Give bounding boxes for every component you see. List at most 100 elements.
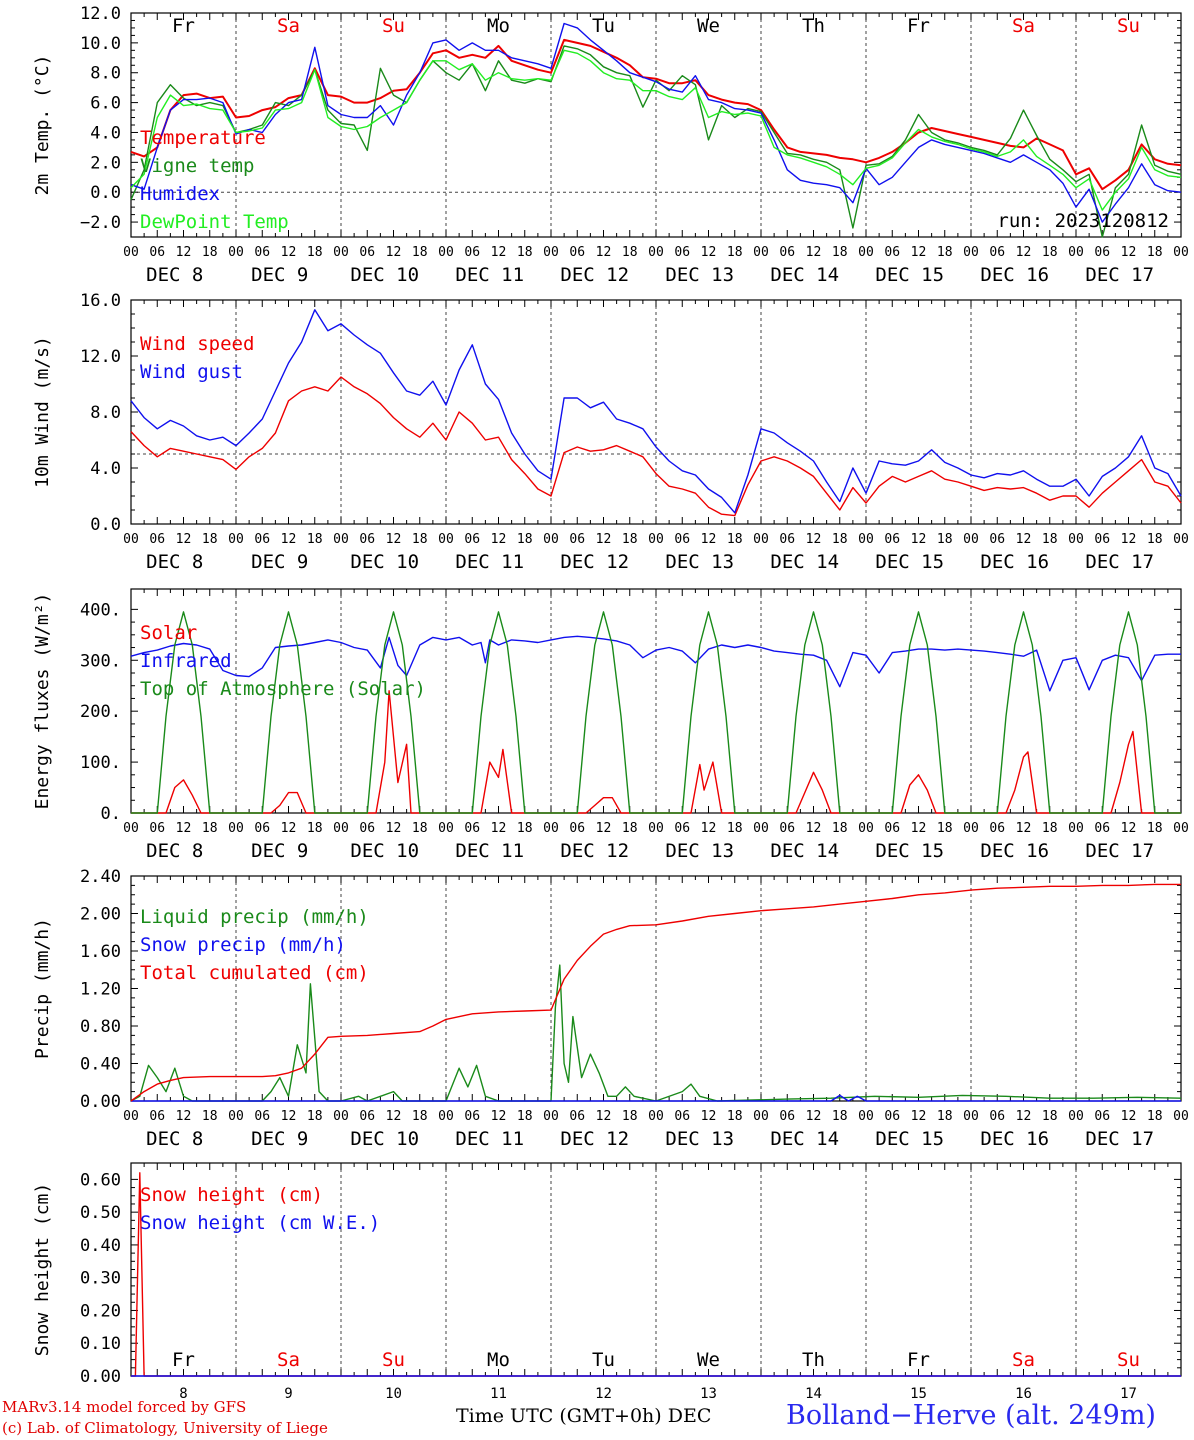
y-tick-label: 0.40 [80, 1236, 121, 1256]
x-hour-label: 12 [491, 821, 507, 836]
x-hour-label: 18 [202, 821, 218, 836]
model-credit-line: MARv3.14 model forced by GFS [2, 1398, 247, 1416]
x-hour-label: 12 [1121, 532, 1137, 547]
y-tick-label: 0.60 [80, 1170, 121, 1190]
x-date-label: DEC 10 [350, 840, 419, 862]
y-tick-label: 4.0 [90, 123, 121, 143]
x-hour-label: 12 [281, 532, 297, 547]
series-dewpoint-temp [130, 49, 1182, 211]
x-hour-label: 12 [176, 532, 192, 547]
legend-entry: Vigne temp [140, 155, 254, 177]
x-hour-label: 00 [228, 1109, 244, 1124]
weekday-label: Sa [1012, 15, 1035, 37]
legend-entry: Top of Atmosphere (Solar) [140, 678, 426, 700]
x-hour-label: 06 [464, 1109, 480, 1124]
y-tick-label: 0.30 [80, 1269, 121, 1289]
x-hour-label: 06 [674, 532, 690, 547]
x-hour-label: 12 [806, 245, 822, 260]
legend-entry: Snow height (cm W.E.) [140, 1212, 380, 1234]
x-hour-label: 06 [569, 532, 585, 547]
x-hour-label: 18 [202, 245, 218, 260]
y-tick-label: 12.0 [80, 4, 121, 24]
x-hour-label: 06 [464, 532, 480, 547]
x-date-label: DEC 10 [350, 1128, 419, 1150]
y-tick-label: 200. [80, 702, 121, 722]
x-hour-label: 12 [806, 1109, 822, 1124]
meteogram-chart: 12.0 10.0 8.0 6.0 4.0 2.0 0.0 −2.0 2m Temp. (°C)… [32, 4, 1189, 1400]
x-hour-label: 12 [386, 532, 402, 547]
x-hour-label: 12 [281, 245, 297, 260]
x-hour-label: 18 [1042, 532, 1058, 547]
x-hour-label: 00 [858, 245, 874, 260]
panel-temperature: 12.0 10.0 8.0 6.0 4.0 2.0 0.0 −2.0 2m Temp. (°C)… [32, 4, 1189, 286]
x-hour-label: 18 [1147, 821, 1163, 836]
x-hour-label: 00 [438, 821, 454, 836]
weekday-label: Su [1117, 1349, 1140, 1371]
series-infrared [130, 635, 1181, 692]
x-hour-label: 18 [832, 1109, 848, 1124]
x-date-label: 15 [910, 1386, 927, 1400]
legend-entry: Solar [140, 622, 197, 644]
weekday-label: Sa [1012, 1349, 1035, 1371]
x-date-label: DEC 10 [350, 551, 419, 573]
x-hour-label: 06 [359, 245, 375, 260]
x-hour-label: 06 [1094, 821, 1110, 836]
x-hour-label: 00 [123, 245, 139, 260]
x-hour-label: 12 [491, 532, 507, 547]
x-date-label: DEC 8 [146, 551, 203, 573]
y-axis-title: Precip (mm/h) [32, 918, 53, 1059]
x-date-label: DEC 13 [665, 264, 734, 286]
x-hour-label: 06 [1094, 1109, 1110, 1124]
x-hour-label: 12 [911, 245, 927, 260]
y-tick-label: 0.20 [80, 1301, 121, 1321]
x-date-label: DEC 17 [1085, 551, 1154, 573]
x-hour-label: 12 [596, 1109, 612, 1124]
x-hour-label: 00 [333, 821, 349, 836]
y-axis-title: Snow height (cm) [32, 1183, 53, 1356]
x-hour-label: 18 [832, 821, 848, 836]
x-hour-label: 00 [438, 1109, 454, 1124]
x-hour-label: 12 [176, 245, 192, 260]
weekday-label: Su [382, 1349, 405, 1371]
legend-entry: Wind speed [140, 333, 254, 355]
x-hour-label: 00 [123, 821, 139, 836]
x-hour-label: 12 [176, 821, 192, 836]
x-hour-label: 00 [858, 821, 874, 836]
x-hour-label: 18 [937, 821, 953, 836]
series-vigne-temp [130, 45, 1182, 238]
x-date-label: DEC 12 [560, 1128, 629, 1150]
x-hour-label: 06 [149, 245, 165, 260]
x-hour-label: 12 [1121, 821, 1137, 836]
x-hour-label: 06 [674, 245, 690, 260]
x-hour-label: 00 [648, 821, 664, 836]
x-hour-label: 06 [569, 245, 585, 260]
legend-entry: Liquid precip (mm/h) [140, 906, 369, 928]
x-hour-label: 06 [254, 1109, 270, 1124]
station-name: Bolland−Herve (alt. 249m) [786, 1400, 1156, 1431]
x-hour-label: 12 [701, 1109, 717, 1124]
x-date-label: DEC 14 [770, 1128, 839, 1150]
x-date-label: DEC 10 [350, 264, 419, 286]
series-wind-speed [130, 376, 1182, 517]
x-hour-label: 00 [1173, 1109, 1189, 1124]
y-tick-label: 0.10 [80, 1334, 121, 1354]
x-hour-label: 06 [149, 532, 165, 547]
x-hour-label: 18 [832, 245, 848, 260]
x-hour-label: 06 [359, 532, 375, 547]
panel-precip: 2.40 2.00 1.60 1.20 0.80 0.40 0.00 Precip (mm/h… [32, 867, 1189, 1150]
y-tick-label: 0.80 [80, 1017, 121, 1037]
x-hour-label: 12 [806, 532, 822, 547]
x-date-label: DEC 12 [560, 840, 629, 862]
weekday-label: Tu [592, 1349, 615, 1371]
x-hour-label: 00 [438, 245, 454, 260]
series-total-cumulated-cm- [130, 883, 1181, 1102]
series-snow-precip-mm-h- [131, 1094, 1181, 1102]
x-hour-label: 18 [727, 245, 743, 260]
x-hour-label: 06 [359, 821, 375, 836]
x-hour-label: 18 [517, 532, 533, 547]
weekday-label: Th [802, 15, 825, 37]
x-hour-label: 18 [727, 821, 743, 836]
y-tick-label: 8.0 [90, 64, 121, 84]
x-date-label: DEC 17 [1085, 1128, 1154, 1150]
x-hour-label: 00 [123, 532, 139, 547]
